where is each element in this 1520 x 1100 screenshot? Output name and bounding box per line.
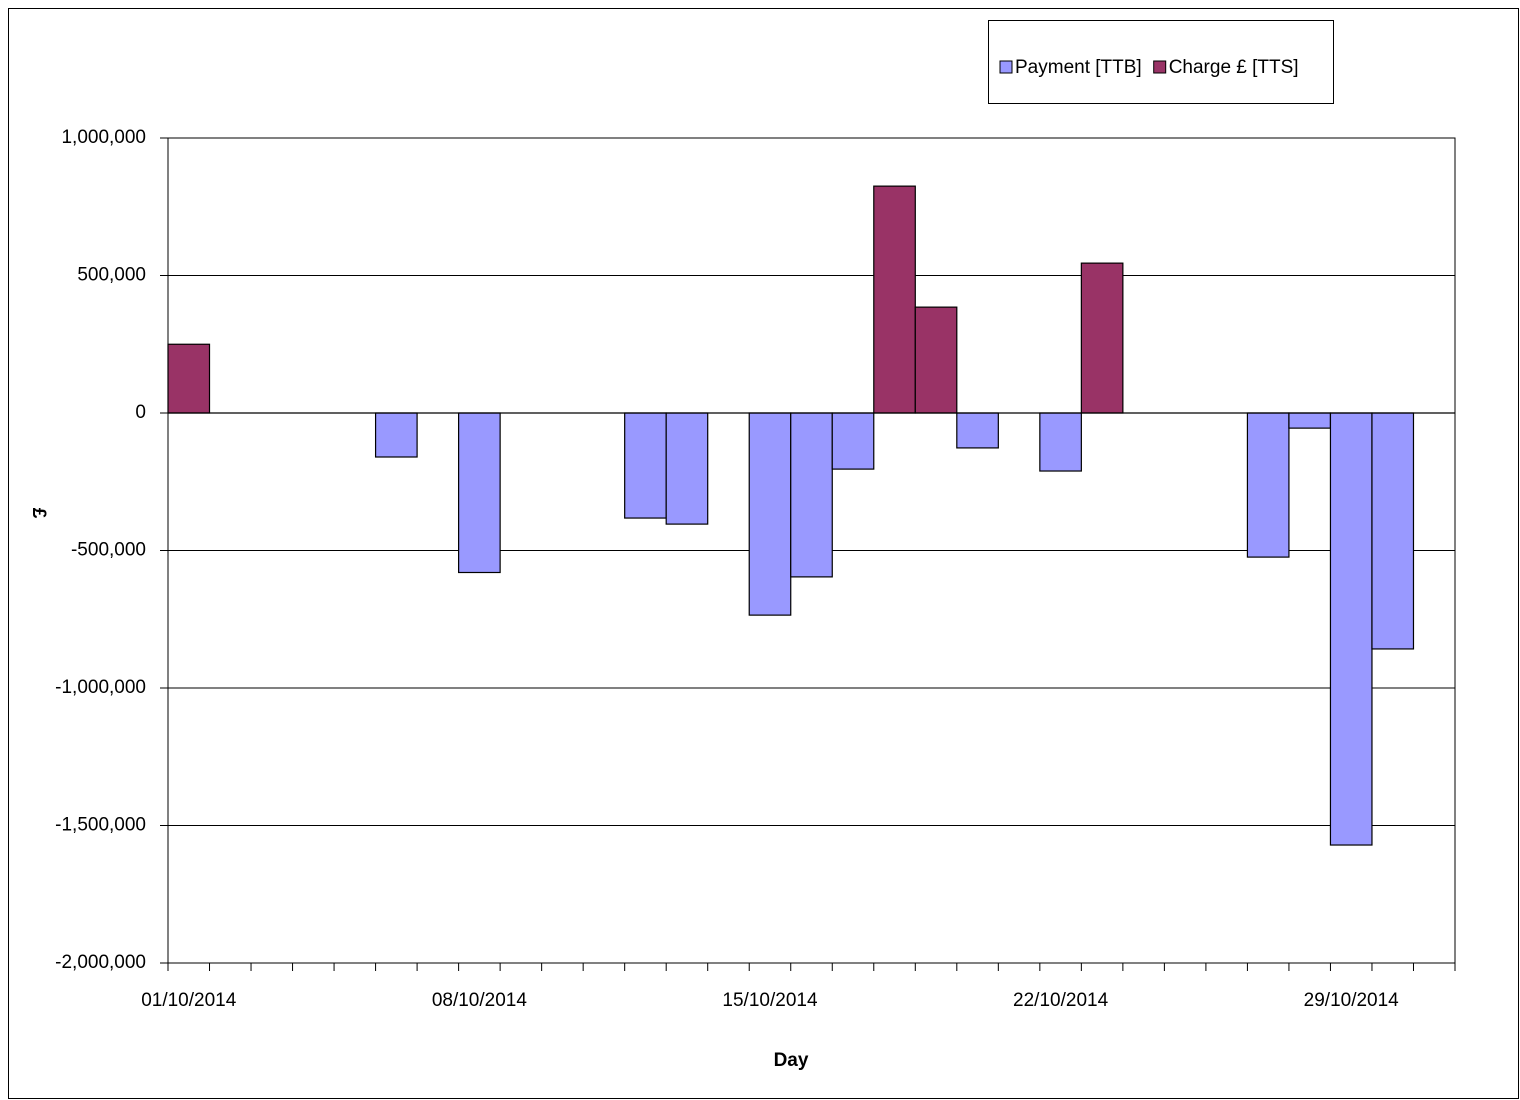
legend-label: Charge £ [TTS] <box>1169 57 1299 78</box>
x-tick-label: 15/10/2014 <box>722 990 818 1011</box>
bar <box>956 412 999 449</box>
bar <box>1371 412 1415 650</box>
x-tick-label: 01/10/2014 <box>141 990 237 1011</box>
y-tick-label: 0 <box>135 402 146 423</box>
y-axis-label: £ <box>28 508 49 519</box>
legend-swatch <box>1153 60 1167 74</box>
bar <box>873 185 916 414</box>
bar <box>831 412 875 470</box>
bar <box>1039 412 1082 472</box>
bar <box>1080 262 1124 414</box>
bar <box>374 412 418 458</box>
legend-swatch <box>999 60 1013 74</box>
legend: Payment [TTB] Charge £ [TTS] <box>988 20 1334 104</box>
legend-label: Payment [TTB] <box>1015 57 1142 78</box>
bar <box>1246 412 1290 558</box>
y-tick-label: -2,000,000 <box>55 952 146 973</box>
x-tick-label: 08/10/2014 <box>432 990 528 1011</box>
bar <box>914 306 958 414</box>
y-tick-label: 1,000,000 <box>61 127 146 148</box>
bar <box>167 343 211 414</box>
y-tick-label: -1,000,000 <box>55 677 146 698</box>
bar <box>1288 412 1332 429</box>
bar <box>458 412 501 574</box>
y-tick-label: -500,000 <box>71 540 146 561</box>
bar <box>748 412 792 616</box>
bar <box>790 412 833 578</box>
y-tick-label: 500,000 <box>77 265 146 286</box>
x-axis-label: Day <box>774 1050 809 1071</box>
y-tick-label: -1,500,000 <box>55 815 146 836</box>
bar <box>1329 412 1373 846</box>
bar <box>624 412 667 519</box>
x-tick-label: 22/10/2014 <box>1013 990 1109 1011</box>
x-tick-label: 29/10/2014 <box>1304 990 1400 1011</box>
bar <box>665 412 709 525</box>
